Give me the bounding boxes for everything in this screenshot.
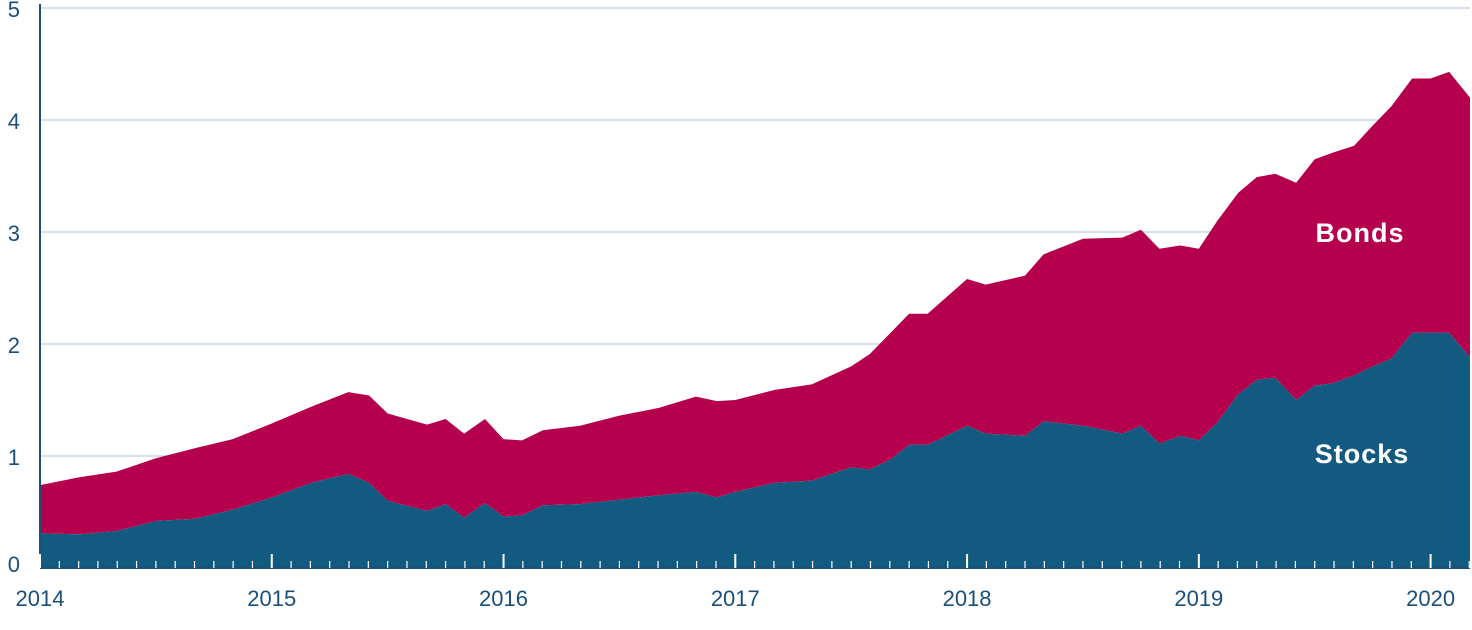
area-series — [40, 71, 1470, 568]
tick-labels: 0 1 2 3 4 5 2014 2015 2016 2017 2018 2019 2020 — [8, 0, 1455, 611]
y-tick-label-3: 3 — [8, 221, 20, 246]
x-tick-label-2019: 2019 — [1174, 586, 1223, 611]
area-bonds — [40, 71, 1470, 535]
y-tick-label-2: 2 — [8, 333, 20, 358]
y-tick-label-0: 0 — [8, 552, 20, 577]
x-tick-label-2015: 2015 — [247, 586, 296, 611]
axes — [39, 4, 1470, 569]
x-tick-label-2020: 2020 — [1406, 586, 1455, 611]
y-tick-label-5: 5 — [8, 0, 20, 22]
x-tick-label-2018: 2018 — [943, 586, 992, 611]
area-stocks — [40, 332, 1470, 568]
y-tick-label-4: 4 — [8, 109, 20, 134]
x-tick-label-2016: 2016 — [479, 586, 528, 611]
y-tick-label-1: 1 — [8, 445, 20, 470]
x-tick-label-2017: 2017 — [711, 586, 760, 611]
series-label-stocks: Stocks — [1315, 439, 1410, 469]
x-tick-label-2014: 2014 — [16, 586, 65, 611]
series-label-bonds: Bonds — [1316, 218, 1405, 248]
